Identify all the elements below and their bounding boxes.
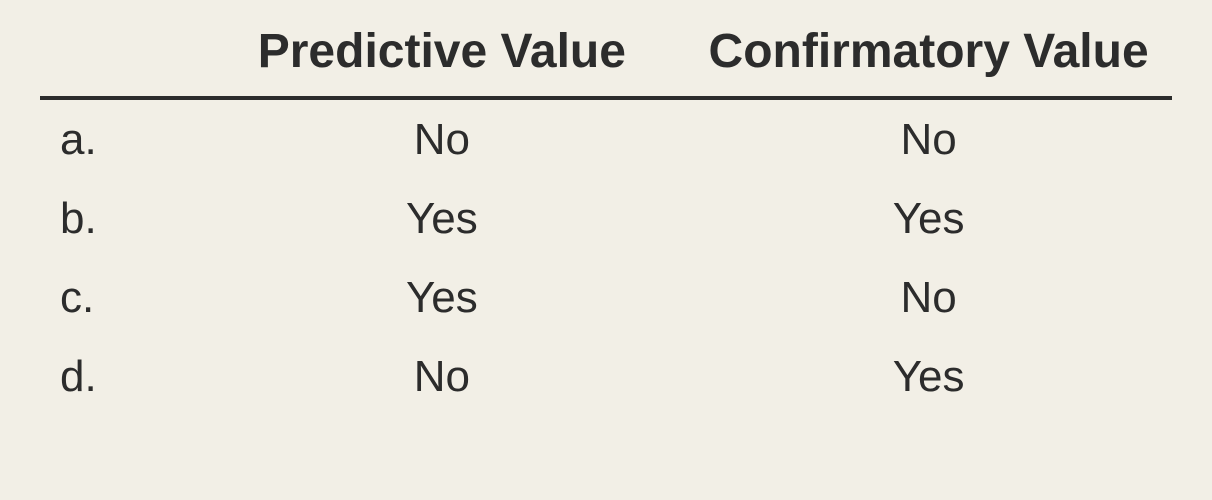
table-row: c. Yes No [40, 258, 1172, 337]
row-label: d. [40, 337, 198, 416]
cell-confirmatory: No [685, 98, 1172, 179]
cell-confirmatory: No [685, 258, 1172, 337]
row-label: c. [40, 258, 198, 337]
row-label: b. [40, 179, 198, 258]
table-row: d. No Yes [40, 337, 1172, 416]
column-header-predictive: Predictive Value [198, 10, 685, 98]
table-header-row: Predictive Value Confirmatory Value [40, 10, 1172, 98]
cell-confirmatory: Yes [685, 337, 1172, 416]
cell-predictive: No [198, 337, 685, 416]
table-row: b. Yes Yes [40, 179, 1172, 258]
column-header-confirmatory: Confirmatory Value [685, 10, 1172, 98]
value-table: Predictive Value Confirmatory Value a. N… [40, 10, 1172, 416]
cell-predictive: Yes [198, 258, 685, 337]
column-header-label [40, 10, 198, 98]
cell-predictive: No [198, 98, 685, 179]
cell-predictive: Yes [198, 179, 685, 258]
table-row: a. No No [40, 98, 1172, 179]
value-table-container: Predictive Value Confirmatory Value a. N… [0, 0, 1212, 416]
row-label: a. [40, 98, 198, 179]
cell-confirmatory: Yes [685, 179, 1172, 258]
